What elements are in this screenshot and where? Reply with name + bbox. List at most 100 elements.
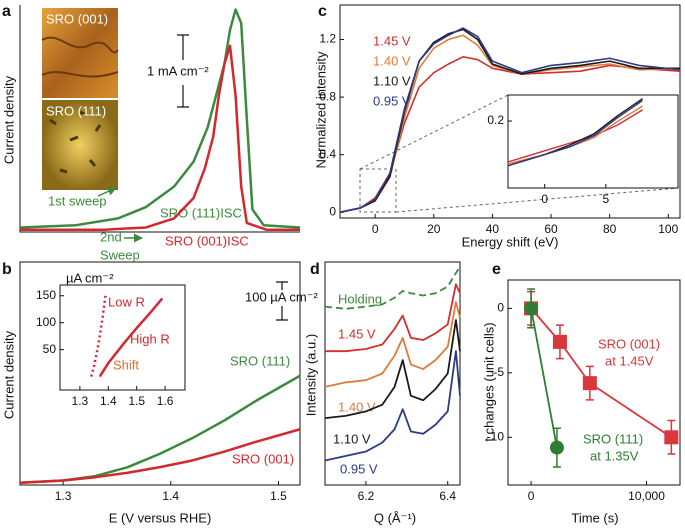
x-tick-label: 1.4 xyxy=(162,489,179,503)
y-tick-label: 0.2 xyxy=(487,113,504,127)
y-tick-label: 1.2 xyxy=(319,32,336,46)
y-tick-label: 0.4 xyxy=(319,147,336,161)
data-point xyxy=(582,376,597,391)
x-tick-label: 0 xyxy=(372,222,379,236)
series-label: SRO (111)ISC xyxy=(160,205,242,220)
afm-image xyxy=(42,8,118,98)
plot-frame xyxy=(59,284,186,391)
series-label: Holding xyxy=(338,291,382,306)
x-tick-label: 1.5 xyxy=(270,489,287,503)
scale-bar xyxy=(276,281,288,321)
x-tick-label: 6.4 xyxy=(439,489,456,503)
data-point xyxy=(664,430,679,445)
x-tick-label: 100 xyxy=(658,222,678,236)
y-axis-label: t changes (unit cells) xyxy=(481,322,496,441)
series-label: 1.40 V xyxy=(373,53,411,68)
y-tick-label: 0.8 xyxy=(319,89,336,103)
y-tick-label: 150 xyxy=(36,288,56,302)
series-label: SRO (001) xyxy=(232,451,294,466)
series-line xyxy=(507,100,643,167)
afm-texture xyxy=(49,110,102,174)
x-tick-label: 1.5 xyxy=(128,394,145,408)
data-point xyxy=(552,334,567,349)
y-axis-label: Intensity (a.u.) xyxy=(303,334,318,416)
x-axis-label: Q (Å⁻¹) xyxy=(374,510,416,525)
series-label: 1.45 V xyxy=(373,33,411,48)
series-label: SRO (001) xyxy=(598,336,660,351)
series-label: Low R xyxy=(108,294,145,309)
series-line xyxy=(324,301,461,388)
x-axis-label: Energy shift (eV) xyxy=(462,234,559,249)
series-label: SRO (111) xyxy=(583,431,643,446)
x-tick-label: 40 xyxy=(486,222,500,236)
plot-frame xyxy=(507,94,679,189)
series-label: 1.40 V xyxy=(338,399,376,414)
plot-frame xyxy=(19,261,301,486)
x-axis-label: Time (s) xyxy=(571,510,618,525)
y-axis-label: Normalized intensity xyxy=(313,51,328,169)
inset-label: SRO (001) xyxy=(46,11,108,26)
series-note: at 1.35V xyxy=(590,448,639,463)
plot-frame xyxy=(339,4,681,219)
fit-line xyxy=(530,307,672,439)
x-tick-label: 1.3 xyxy=(72,394,89,408)
plot-frame xyxy=(324,261,461,486)
plot-frame xyxy=(507,279,681,486)
panel-label: b xyxy=(2,261,12,278)
panel-label: e xyxy=(492,261,501,278)
series-note: at 1.45V xyxy=(605,353,654,368)
axis-line xyxy=(19,5,300,233)
series-line xyxy=(339,27,681,214)
annotation: 1st sweep xyxy=(48,193,107,208)
x-tick-label: 6.2 xyxy=(358,489,375,503)
series-label: 1.45 V xyxy=(338,326,376,341)
x-tick-label: 60 xyxy=(544,222,558,236)
panel-label: d xyxy=(310,261,320,278)
annotation: 1 mA cm⁻² xyxy=(147,63,209,78)
y-tick-label: -5 xyxy=(493,365,504,379)
data-point xyxy=(549,440,564,455)
zoom-line xyxy=(359,94,679,213)
annotation: Sweep xyxy=(100,247,140,262)
scale-bar xyxy=(177,34,189,108)
annotation: 100 µA cm⁻² xyxy=(245,289,319,304)
series-line xyxy=(324,319,461,419)
series-line xyxy=(19,428,301,485)
series-label: 0.95 V xyxy=(373,93,411,108)
series-label: 0.95 V xyxy=(340,461,378,476)
series-line xyxy=(325,283,461,353)
y-axis-label: Current density xyxy=(1,330,16,419)
panel-label: c xyxy=(318,3,327,20)
series-line xyxy=(339,28,680,214)
x-tick-label: 20 xyxy=(427,222,441,236)
x-tick-label: 1.3 xyxy=(55,489,72,503)
series-line xyxy=(98,297,164,378)
x-tick-label: 5 xyxy=(602,192,609,206)
series-label: 1.10 V xyxy=(373,73,411,88)
data-point xyxy=(524,301,539,316)
y-tick-label: 50 xyxy=(43,342,57,356)
y-tick-label: 100 xyxy=(36,315,56,329)
x-tick-label: 0 xyxy=(528,489,535,503)
x-tick-label: 10,000 xyxy=(628,489,665,503)
panel-label: a xyxy=(2,3,11,20)
x-tick-label: 1.6 xyxy=(157,394,174,408)
series-label: 1.10 V xyxy=(333,431,371,446)
sweep-arrow xyxy=(97,187,117,197)
x-tick-label: 1.4 xyxy=(100,394,117,408)
series-line xyxy=(324,265,461,310)
series-label: High R xyxy=(130,331,170,346)
series-label: SRO (111) xyxy=(230,353,290,368)
afm-image xyxy=(42,100,118,190)
series-line xyxy=(324,350,461,462)
y-axis-label: Current density xyxy=(1,75,16,164)
x-axis-label: E (V versus RHE) xyxy=(109,510,212,525)
x-tick-label: 0 xyxy=(541,192,548,206)
series-line xyxy=(19,8,301,229)
y-tick-label: 0 xyxy=(497,301,504,315)
y-axis-label: µA cm⁻² xyxy=(66,270,114,285)
fit-line xyxy=(530,308,558,448)
afm-texture xyxy=(41,36,119,78)
annotation: 2nd xyxy=(100,229,122,244)
